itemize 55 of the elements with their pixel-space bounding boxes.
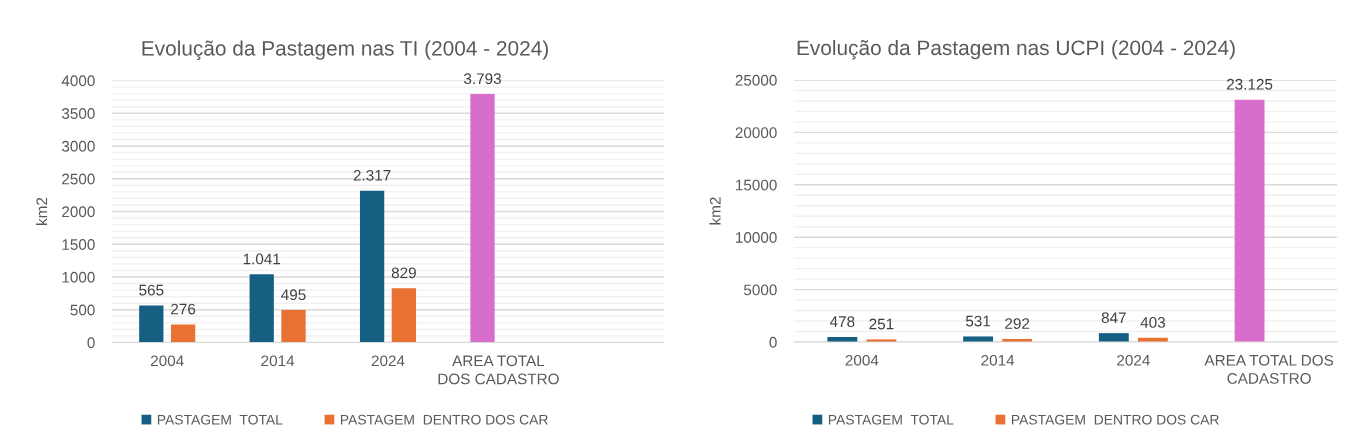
bar: [1098, 333, 1129, 342]
legend-label: PASTAGEM DENTRO DOS CAR: [1011, 414, 1219, 425]
bar: [1234, 99, 1265, 342]
y-tick-label: 4000: [61, 75, 95, 87]
y-tick-label: 25000: [735, 74, 777, 86]
bar: [963, 336, 994, 342]
y-tick-label: 3000: [61, 140, 95, 152]
y-axis-title: km2: [709, 197, 721, 225]
data-label: 403: [1140, 316, 1165, 328]
legend-label: PASTAGEM DENTRO DOS CAR: [340, 414, 548, 425]
x-tick-label: 2014: [981, 354, 1015, 366]
y-axis-title: km2: [36, 197, 48, 225]
data-label: 23.125: [1226, 78, 1273, 90]
x-tick-label: 2024: [371, 355, 405, 367]
data-label: 2.317: [353, 169, 391, 181]
x-tick-label: 2004: [150, 355, 184, 367]
data-label: 847: [1101, 312, 1126, 324]
x-tick-label: AREA TOTAL DOS CADASTRO: [438, 355, 559, 385]
legend-label: PASTAGEM TOTAL: [157, 414, 283, 425]
x-tick-label: 2024: [1117, 354, 1150, 366]
bar: [470, 94, 495, 343]
x-tick-label: AREA TOTAL DOS CADASTRO: [1204, 354, 1334, 384]
x-tick-label: 2014: [261, 355, 295, 367]
bar: [170, 324, 196, 343]
chart-title: Evolução da Pastagem nas UCPI (2004 - 2024): [797, 39, 1235, 60]
data-label: 829: [391, 267, 416, 279]
y-tick-label: 1000: [62, 271, 95, 283]
y-tick-label: 5000: [743, 284, 777, 296]
bar: [359, 190, 385, 343]
bar: [281, 310, 306, 343]
data-label: 276: [171, 303, 196, 315]
data-label: 292: [1005, 318, 1030, 329]
bar: [249, 274, 274, 343]
data-label: 565: [139, 284, 164, 296]
y-tick-label: 20000: [735, 127, 777, 139]
y-tick-label: 1500: [62, 239, 95, 250]
y-tick-label: 15000: [736, 179, 777, 191]
x-tick-label: 2004: [845, 354, 879, 366]
chart-title: Evolução da Pastagem nas TI (2004 - 2024): [142, 40, 548, 60]
data-label: 3.793: [463, 73, 501, 85]
data-label: 1.041: [243, 253, 281, 265]
y-tick-label: 3500: [61, 108, 95, 119]
bar: [391, 288, 417, 343]
data-label: 495: [281, 289, 306, 301]
bar: [139, 305, 164, 343]
y-tick-label: 2500: [62, 173, 95, 185]
y-tick-label: 500: [70, 304, 95, 316]
y-tick-label: 2000: [62, 206, 95, 218]
data-label: 478: [829, 316, 855, 328]
data-label: 251: [869, 318, 894, 330]
y-tick-label: 0: [769, 336, 777, 348]
y-tick-label: 0: [87, 337, 95, 349]
data-label: 531: [965, 315, 991, 327]
legend-label: PASTAGEM TOTAL: [828, 414, 954, 425]
y-tick-label: 10000: [736, 232, 777, 243]
